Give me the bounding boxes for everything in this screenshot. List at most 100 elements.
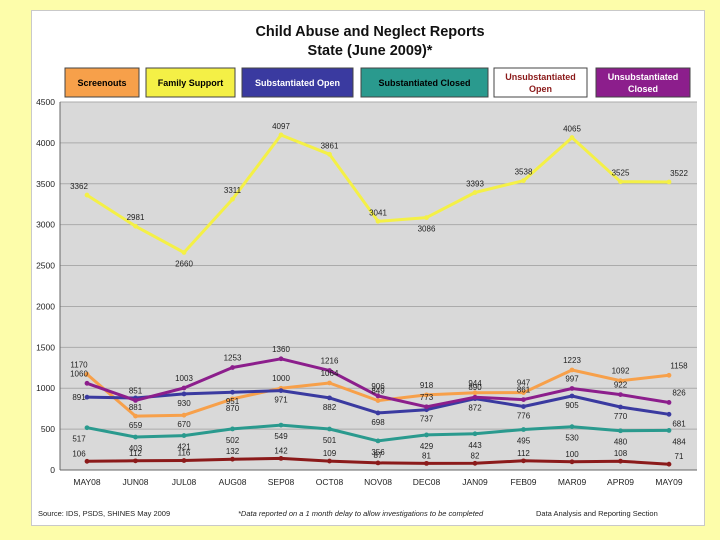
data-point [84,425,90,431]
y-tick-label: 4500 [36,97,55,107]
x-tick-label: NOV08 [364,477,392,487]
data-point [521,427,526,432]
data-point [472,394,478,400]
legend-swatch [595,67,691,98]
x-tick-label: APR09 [607,477,634,487]
data-label: 484 [672,437,686,446]
data-point [375,438,381,444]
data-label: 971 [274,396,288,405]
y-tick-label: 3000 [36,220,55,230]
data-label: 891 [72,393,86,402]
data-label: 517 [72,435,86,444]
data-point [472,390,478,396]
data-point [569,386,575,391]
data-label: 530 [565,434,579,443]
data-label: 1360 [272,345,290,354]
data-point [472,431,478,437]
data-point [666,372,672,378]
x-tick-label: OCT08 [316,477,344,487]
legend-swatch [64,67,140,98]
data-point [181,385,187,391]
data-point [521,404,526,409]
data-label: 881 [129,403,143,412]
data-point [666,461,672,467]
legend-label: Substantiated Open [255,78,340,88]
x-tick-label: JAN09 [462,477,488,487]
data-label: 930 [177,399,191,408]
data-label: 3522 [670,169,688,178]
legend-swatch [241,67,354,98]
data-point [424,392,429,398]
data-label: 870 [226,404,240,413]
data-label: 3041 [369,208,387,217]
data-point [230,365,235,370]
data-label: 1253 [224,354,242,363]
data-label: 826 [672,388,686,397]
data-label: 1223 [563,356,581,365]
data-point [472,190,478,195]
data-label: 403 [129,444,143,453]
section-note: Data Analysis and Reporting Section [536,509,658,518]
data-point [181,458,187,463]
data-point [278,356,284,362]
data-label: 429 [420,442,434,451]
data-label: 947 [517,379,531,388]
data-label: 1060 [70,369,88,378]
data-label: 890 [468,383,482,392]
data-point [133,413,138,419]
data-label: 670 [177,420,191,429]
data-label: 549 [274,432,288,441]
data-label: 681 [672,419,686,428]
data-point [278,422,284,428]
data-point [230,396,235,402]
data-label: 443 [468,441,482,450]
legend-label: Substantiated Closed [378,78,470,88]
data-label: 1158 [670,361,688,370]
data-label: 81 [422,451,431,460]
data-point [84,394,90,400]
data-point [84,458,90,464]
data-point [230,389,235,395]
data-point [278,132,284,138]
x-tick-label: AUG08 [219,477,247,487]
data-point [424,460,429,466]
data-point [181,412,187,418]
data-label: 1092 [612,367,630,376]
data-label: 3362 [70,182,88,191]
x-tick-label: JUN08 [123,477,149,487]
legend-item: Unsubstantiated Closed [595,67,691,98]
y-tick-label: 1500 [36,342,55,352]
data-label: 356 [371,448,385,457]
x-tick-label: JUL08 [172,477,197,487]
data-point [666,179,672,185]
x-tick-label: DEC08 [413,477,441,487]
y-tick-label: 2500 [36,261,55,271]
data-point [375,460,381,466]
data-point [230,426,235,432]
data-label: 3311 [224,186,242,195]
data-label: 3861 [321,141,339,150]
legend-label: Closed [628,84,658,94]
legend-label: Open [529,84,552,94]
y-tick-label: 500 [41,424,55,434]
data-point [181,433,187,438]
data-point [278,455,284,461]
delay-note: *Data reported on a 1 month delay to all… [238,509,484,518]
data-label: 906 [371,382,385,391]
data-label: 106 [72,449,86,458]
data-label: 951 [226,397,240,406]
chart-title: Child Abuse and Neglect Reports [255,24,484,40]
data-label: 659 [129,421,143,430]
data-label: 4065 [563,125,581,134]
data-label: 71 [675,452,684,461]
grid [60,101,697,471]
legend-item: Substantiated Closed [360,67,489,98]
data-point [181,391,187,397]
data-label: 82 [471,451,480,460]
data-point [618,179,623,185]
data-label: 87 [374,451,383,460]
data-label: 773 [420,393,434,402]
data-label: 132 [226,447,240,456]
data-label: 918 [420,381,434,390]
